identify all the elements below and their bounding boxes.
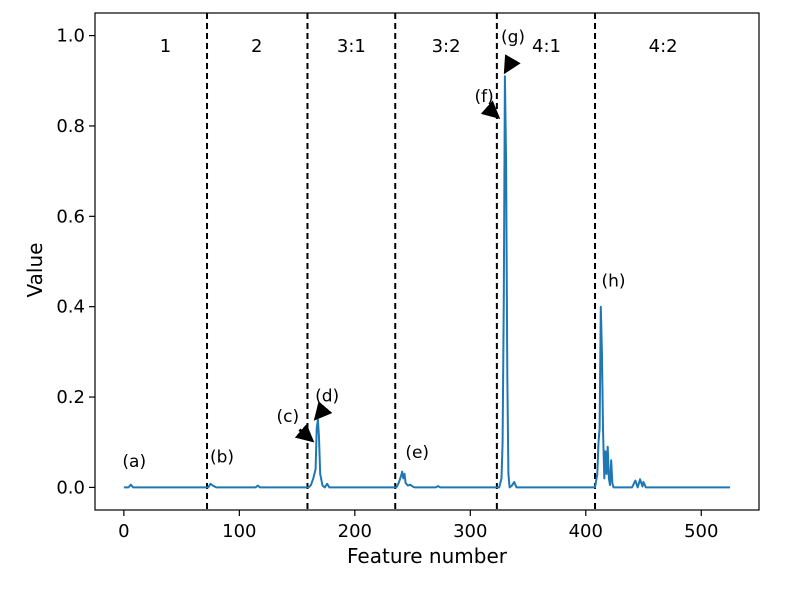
region-label-3: 3:1 <box>337 36 366 57</box>
region-label-6: 4:2 <box>649 36 678 57</box>
plot-background <box>95 13 759 510</box>
x-tick-label: 200 <box>338 521 372 542</box>
x-tick-label: 0 <box>118 521 129 542</box>
y-axis-title: Value <box>23 243 47 298</box>
annotation-arrow-6 <box>480 100 501 119</box>
region-label-1: 1 <box>160 36 171 57</box>
y-tick-label: 0.6 <box>56 206 85 227</box>
annotation-label-1: (a) <box>122 452 146 472</box>
region-label-4: 3:2 <box>432 36 461 57</box>
y-tick-label: 0.2 <box>56 387 85 408</box>
y-tick-label: 1.0 <box>56 26 85 47</box>
x-tick-label: 500 <box>684 521 718 542</box>
region-label-2: 2 <box>251 36 262 57</box>
region-label-5: 4:1 <box>532 36 561 57</box>
annotations: (a) (b) (c) (d) (e) (f) (g) (h) <box>122 27 625 472</box>
annotation-label-4: (d) <box>315 387 339 407</box>
annotation-arrow-3 <box>294 423 315 443</box>
annotation-label-6: (f) <box>475 87 494 107</box>
annotation-arrow-4 <box>313 401 333 421</box>
annotation-label-3: (c) <box>277 407 300 427</box>
axes: 0 100 200 300 400 500 0.0 0.2 0.4 0.6 0.8 1.0 <box>56 12 760 542</box>
annotation-label-7: (g) <box>501 27 525 47</box>
annotation-arrow-7 <box>503 54 521 75</box>
axes-frame <box>94 12 760 511</box>
series-group <box>123 75 731 489</box>
y-tick-label: 0.4 <box>56 297 85 318</box>
y-tick-label: 0.0 <box>56 477 85 498</box>
series-line-1 <box>123 75 731 489</box>
x-axis-title: Feature number <box>347 544 508 568</box>
x-tick-label: 100 <box>222 521 256 542</box>
annotation-label-2: (b) <box>210 448 234 468</box>
x-tick-label: 300 <box>453 521 487 542</box>
plot-area <box>95 13 759 510</box>
annotation-label-5: (e) <box>405 443 429 463</box>
y-tick-label: 0.8 <box>56 116 85 137</box>
annotation-label-8: (h) <box>601 271 625 291</box>
x-tick-label: 400 <box>569 521 603 542</box>
